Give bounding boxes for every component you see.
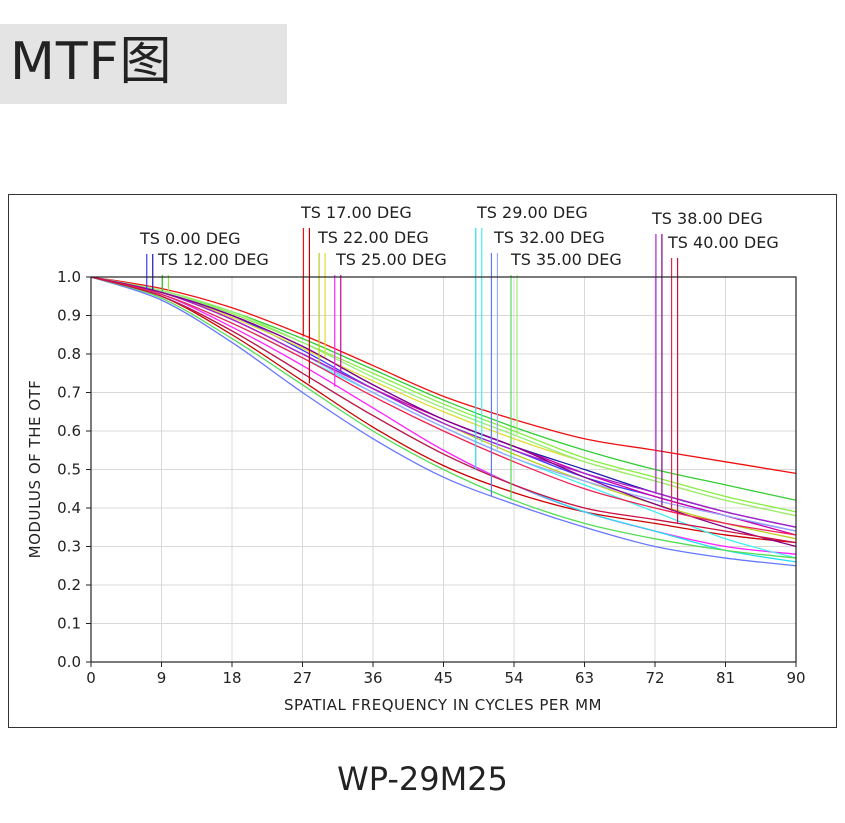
field-label: TS 38.00 DEG: [651, 209, 763, 228]
series-line: [90, 276, 797, 536]
y-axis-label: MODULUS OF THE OTF: [26, 380, 44, 559]
series-line: [90, 276, 797, 513]
model-name: WP-29M25: [337, 760, 508, 798]
x-tick-label: 0: [86, 669, 96, 687]
x-tick-label: 27: [293, 669, 312, 687]
y-tick-label: 0.6: [57, 422, 81, 440]
field-label: TS 40.00 DEG: [667, 233, 779, 252]
y-tick-label: 0.8: [57, 345, 81, 363]
field-label: TS 0.00 DEG: [139, 229, 241, 248]
x-tick-label: 54: [504, 669, 523, 687]
series-line: [90, 276, 797, 528]
plot-border: [90, 276, 797, 663]
field-label: TS 35.00 DEG: [510, 250, 622, 269]
x-tick-label: 18: [222, 669, 241, 687]
y-tick-label: 0.2: [57, 576, 81, 594]
field-label: TS 29.00 DEG: [476, 203, 588, 222]
y-tick-label: 0.1: [57, 615, 81, 633]
x-tick-label: 45: [434, 669, 453, 687]
x-tick-label: 63: [575, 669, 594, 687]
y-tick-label: 0.9: [57, 307, 81, 325]
field-label: TS 17.00 DEG: [300, 203, 412, 222]
y-tick-label: 0.5: [57, 461, 81, 479]
series-line: [90, 276, 797, 559]
field-label: TS 22.00 DEG: [317, 228, 429, 247]
field-label: TS 12.00 DEG: [157, 250, 269, 269]
y-tick-label: 0.4: [57, 499, 81, 517]
field-markers: TS 0.00 DEG TS 12.00 DEG TS 17.00 DEG TS 22…: [139, 203, 779, 523]
series-line: [90, 276, 797, 544]
x-tick-label: 90: [786, 669, 805, 687]
x-tick-label: 36: [363, 669, 382, 687]
series-line: [90, 276, 797, 474]
x-tick-label: 72: [645, 669, 664, 687]
tick-labels: 0 9 18 27 36 45 54 63 72 81 90 0.0 0.1 0.2 0.3 0.4 0.5 0.…: [57, 268, 805, 687]
y-tick-label: 0.3: [57, 538, 81, 556]
x-axis-label: SPATIAL FREQUENCY IN CYCLES PER MM: [284, 696, 602, 714]
series-line: [90, 276, 797, 544]
title-banner: MTF图: [0, 24, 287, 104]
y-tick-label: 0.7: [57, 384, 81, 402]
series-line: [90, 276, 797, 517]
y-tick-label: 1.0: [57, 268, 81, 286]
page-title: MTF图: [10, 32, 173, 92]
grid: [86, 276, 797, 667]
series-line: [90, 276, 797, 567]
field-label: TS 25.00 DEG: [335, 250, 447, 269]
x-tick-label: 9: [157, 669, 167, 687]
y-tick-label: 0.0: [57, 653, 81, 671]
field-label: TS 32.00 DEG: [493, 228, 605, 247]
series-line: [90, 276, 797, 555]
series-layer: [90, 276, 797, 567]
series-line: [90, 276, 797, 548]
x-tick-label: 81: [716, 669, 735, 687]
